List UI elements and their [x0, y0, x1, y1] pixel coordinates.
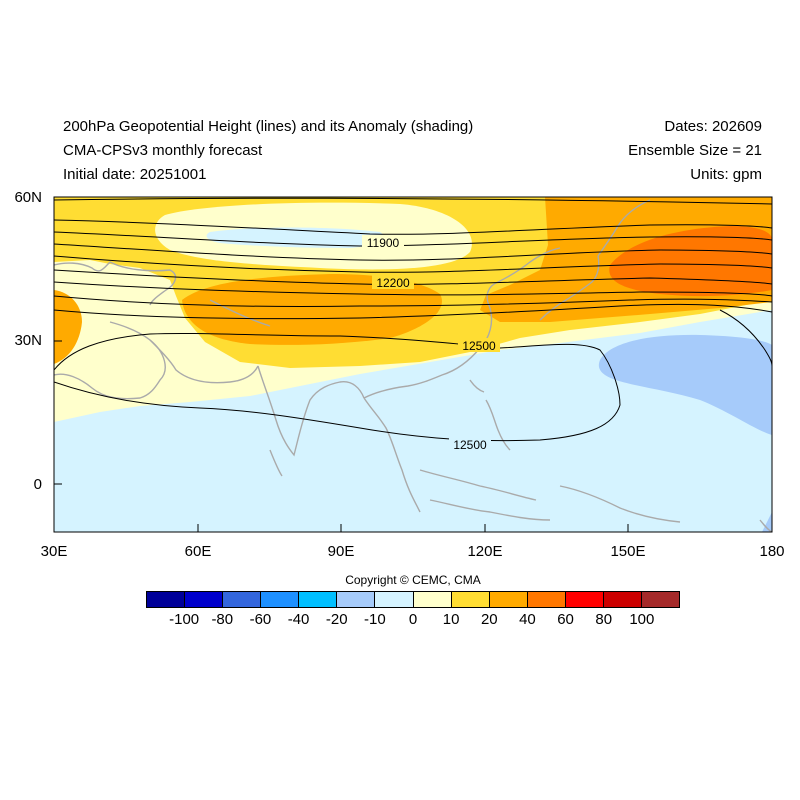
colorbar-swatch	[261, 592, 300, 607]
lon-label-60e: 60E	[184, 543, 212, 560]
map-frame	[53, 196, 773, 533]
contour-label: 12500	[453, 438, 487, 452]
axis-ticks	[53, 196, 773, 532]
coastlines	[54, 199, 772, 532]
colorbar-label: 20	[480, 611, 498, 628]
colorbar-label: -40	[287, 611, 310, 628]
colorbar-swatch	[147, 592, 186, 607]
ensemble-size: Ensemble Size = 21	[628, 142, 762, 159]
colorbar-swatch	[337, 592, 376, 607]
colorbar-swatch	[527, 592, 566, 607]
colorbar-swatch	[451, 592, 490, 607]
colorbar-label: -100	[169, 611, 200, 628]
colorbar-swatch	[642, 592, 680, 607]
colorbar-label: 10	[442, 611, 460, 628]
colorbar	[146, 591, 680, 608]
colorbar-label: 60	[557, 611, 574, 628]
map-title: 200hPa Geopotential Height (lines) and i…	[63, 118, 474, 135]
colorbar-label: -10	[364, 611, 386, 628]
lon-label-150e: 150E	[610, 543, 646, 560]
contour-label: 11900	[367, 236, 400, 250]
lat-label-0: 0	[33, 476, 42, 493]
contour-label: 12500	[462, 339, 496, 353]
colorbar-label: 40	[519, 611, 536, 628]
copyright-text: Copyright © CEMC, CMA	[345, 573, 481, 587]
units-label: Units: gpm	[690, 166, 762, 183]
lon-label-120e: 120E	[467, 543, 503, 560]
contour-label: 12200	[376, 276, 410, 290]
lon-label-180: 180	[759, 543, 785, 560]
lat-label-30n: 30N	[14, 332, 42, 349]
contour-label-group: 11900 12200 12500 12500	[362, 235, 500, 452]
height-contours	[54, 197, 772, 442]
colorbar-label: 100	[629, 611, 655, 628]
colorbar-label: -60	[249, 611, 272, 628]
colorbar-label: 80	[595, 611, 613, 628]
colorbar-swatch	[603, 592, 643, 607]
colorbar-swatch	[489, 592, 528, 607]
colorbar-swatch	[299, 592, 338, 607]
lat-label-60n: 60N	[14, 189, 42, 206]
colorbar-label: 0	[408, 611, 418, 628]
colorbar-swatch	[375, 592, 414, 607]
colorbar-swatch	[185, 592, 224, 607]
colorbar-swatch	[413, 592, 452, 607]
initial-date: Initial date: 20251001	[63, 166, 207, 183]
colorbar-label: -80	[211, 611, 234, 628]
colorbar-label: -20	[325, 611, 348, 628]
anomaly-shading	[54, 197, 772, 532]
lon-label-30e: 30E	[40, 543, 68, 560]
colorbar-swatch	[223, 592, 262, 607]
lon-label-90e: 90E	[327, 543, 355, 560]
forecast-dates: Dates: 202609	[664, 118, 762, 135]
model-name: CMA-CPSv3 monthly forecast	[63, 142, 263, 159]
colorbar-swatch	[565, 592, 604, 607]
